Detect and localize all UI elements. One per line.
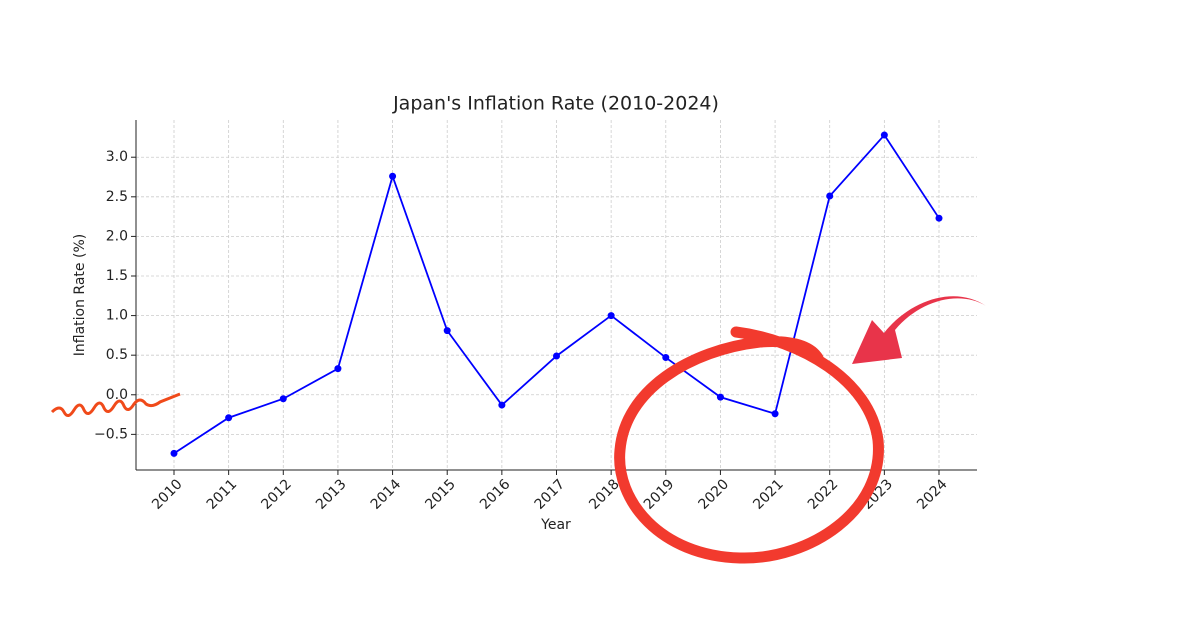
x-tick-label: 2019 xyxy=(641,476,678,513)
chart-title: Japan's Inflation Rate (2010-2024) xyxy=(392,93,719,115)
arrow-annotation xyxy=(852,296,986,364)
y-tick-label: 1.0 xyxy=(106,308,128,324)
x-tick-label: 2022 xyxy=(805,476,842,513)
y-axis-label: Inflation Rate (%) xyxy=(72,234,88,356)
x-tick-label: 2013 xyxy=(313,476,350,513)
data-point xyxy=(443,327,451,335)
x-tick-label: 2020 xyxy=(696,476,733,513)
data-point xyxy=(170,449,178,457)
squiggle-annotation xyxy=(50,392,181,417)
data-point xyxy=(826,192,834,200)
y-tick-label: 2.0 xyxy=(106,228,128,244)
data-point xyxy=(553,352,560,360)
x-tick-label: 2024 xyxy=(914,476,951,513)
x-tick-label: 2017 xyxy=(532,476,569,513)
data-point xyxy=(880,131,888,139)
y-tick-label: −0.5 xyxy=(94,426,128,442)
x-tick-label: 2011 xyxy=(204,476,241,513)
data-point xyxy=(662,354,670,362)
x-tick-label: 2018 xyxy=(586,476,623,513)
x-tick-label: 2021 xyxy=(750,476,787,513)
data-point xyxy=(389,172,397,180)
x-tick-label: 2015 xyxy=(422,476,459,513)
data-point xyxy=(935,214,943,222)
data-point xyxy=(716,393,724,401)
plot-area: −0.5 0.0 0.5 1.0 1.5 2.0 2.5 3.0 2010 2011 2012 201… xyxy=(94,120,977,513)
data-point xyxy=(334,365,342,373)
x-tick-label: 2010 xyxy=(149,476,186,513)
circle-annotation xyxy=(614,326,884,564)
y-tick-label: 2.5 xyxy=(106,189,128,205)
y-tick-label: 3.0 xyxy=(106,149,128,165)
y-tick-label: 0.5 xyxy=(106,347,128,363)
x-tick-label: 2012 xyxy=(258,476,295,513)
y-tick-label: 0.0 xyxy=(106,387,128,403)
x-axis-label: Year xyxy=(540,517,571,533)
data-point xyxy=(771,410,779,418)
y-tick-label: 1.5 xyxy=(106,268,128,284)
x-tick-label: 2014 xyxy=(368,476,405,513)
data-point xyxy=(279,395,287,403)
data-point xyxy=(498,401,506,409)
x-tick-label: 2016 xyxy=(477,476,514,513)
data-point xyxy=(225,414,233,422)
data-point xyxy=(607,312,615,320)
